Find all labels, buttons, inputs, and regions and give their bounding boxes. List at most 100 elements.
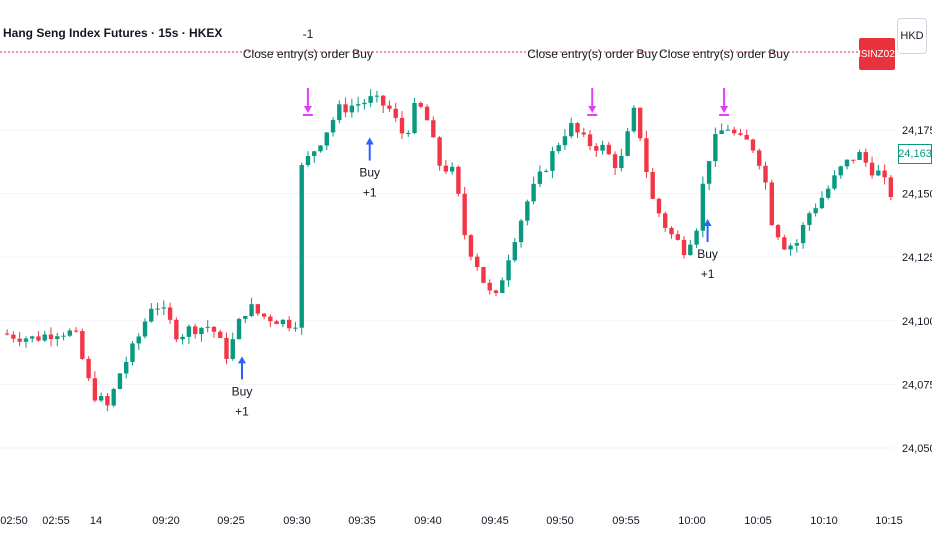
candle-body xyxy=(261,313,267,317)
candle-body xyxy=(218,331,223,338)
candle-body xyxy=(487,282,492,291)
y-axis[interactable]: 24,175 24,150 24,125 24,100 24,075 24,050 xyxy=(902,125,932,455)
candle-body xyxy=(825,188,831,198)
x-tick-label: 10:00 xyxy=(678,515,706,527)
candle-body xyxy=(230,339,235,359)
candle-body xyxy=(800,224,806,244)
x-axis[interactable]: 02:50 02:55 14 09:20 09:25 09:30 09:35 09:40 09:… xyxy=(0,515,903,527)
candle-body xyxy=(449,166,455,172)
candle-body xyxy=(431,120,436,138)
candle-body xyxy=(412,102,417,133)
candle-body xyxy=(475,256,480,268)
candle-body xyxy=(832,175,837,189)
candle-body xyxy=(719,130,724,135)
buy-qty-label: +1 xyxy=(235,404,249,418)
candle-body xyxy=(688,244,693,256)
candle-body xyxy=(161,307,167,309)
candle-body xyxy=(562,136,568,146)
candle-body xyxy=(819,197,825,209)
chart-title: Hang Seng Index Futures · 15s · HKEX xyxy=(3,26,223,40)
candle-body xyxy=(775,225,781,238)
candle-body xyxy=(205,326,210,328)
candle-body xyxy=(788,245,793,250)
buy-label: Buy xyxy=(232,384,253,398)
close-label: Close entry(s) order Buy xyxy=(527,47,657,61)
candle-body xyxy=(406,132,411,134)
candle-body xyxy=(293,327,298,329)
candle-body xyxy=(443,165,449,172)
close-label: Close entry(s) order Buy xyxy=(243,47,373,61)
candle-body xyxy=(637,107,643,139)
x-tick-label: 14 xyxy=(90,515,102,527)
x-tick-label: 10:10 xyxy=(810,515,838,527)
candle-body xyxy=(456,166,461,194)
x-tick-label: 02:50 xyxy=(0,515,28,527)
x-tick-label: 10:15 xyxy=(875,515,903,527)
candle-body xyxy=(587,134,593,147)
x-tick-label: 09:55 xyxy=(612,515,640,527)
candle-body xyxy=(374,95,380,97)
candle-body xyxy=(393,108,398,118)
x-tick-label: 02:55 xyxy=(42,515,70,527)
candle-body xyxy=(782,237,787,250)
candle-body xyxy=(876,170,881,176)
last-price-label: 24,163 xyxy=(898,144,932,164)
candle-body xyxy=(67,330,73,336)
candle-body xyxy=(706,161,712,184)
candle-body xyxy=(713,134,718,162)
candle-body xyxy=(656,198,662,214)
candle-body xyxy=(769,182,774,226)
candle-body xyxy=(675,234,680,240)
candle-body xyxy=(581,132,586,135)
buy-label: Buy xyxy=(697,247,718,261)
candle-body xyxy=(318,145,323,152)
candle-body xyxy=(694,230,699,245)
candle-body xyxy=(368,96,373,103)
candle-body xyxy=(86,358,91,379)
candle-body xyxy=(61,335,66,337)
candle-body xyxy=(280,319,286,325)
currency-button[interactable]: HKD xyxy=(897,18,927,54)
candle-body xyxy=(493,290,499,293)
candle-body xyxy=(556,145,561,152)
candle-body xyxy=(863,152,868,163)
candle-body xyxy=(888,177,894,198)
candle-body xyxy=(619,155,624,168)
candle-body xyxy=(17,338,22,342)
candle-body xyxy=(437,137,442,166)
buy-arrowhead-icon xyxy=(703,218,712,226)
candle-body xyxy=(857,152,862,160)
candles xyxy=(4,89,894,412)
candle-body xyxy=(700,183,706,231)
candle-body xyxy=(117,373,123,389)
candle-body xyxy=(744,134,749,140)
candle-body xyxy=(757,150,762,166)
candle-body xyxy=(531,183,536,202)
candle-body xyxy=(399,117,405,134)
x-tick-label: 09:45 xyxy=(481,515,509,527)
x-tick-label: 09:50 xyxy=(546,515,574,527)
buy-label: Buy xyxy=(359,166,380,180)
candle-body xyxy=(149,308,154,322)
close-label: Close entry(s) order Buy xyxy=(659,47,789,61)
candle-body xyxy=(794,243,800,246)
candle-body xyxy=(731,129,737,134)
close-arrowhead-icon xyxy=(588,106,597,113)
candle-body xyxy=(362,102,367,105)
buy-qty-label: +1 xyxy=(363,186,377,200)
candle-body xyxy=(380,95,386,106)
candle-body xyxy=(750,139,756,151)
candle-body xyxy=(518,220,524,243)
candle-body xyxy=(537,171,543,184)
close-arrowhead-icon xyxy=(303,106,312,113)
candle-body xyxy=(424,106,430,121)
candle-body xyxy=(155,308,160,310)
x-tick-label: 10:05 xyxy=(744,515,772,527)
candle-body xyxy=(600,144,605,151)
candle-body xyxy=(525,201,530,221)
candle-body xyxy=(249,304,254,317)
candle-body xyxy=(268,316,273,322)
candle-body xyxy=(349,105,355,113)
candle-body xyxy=(644,138,649,173)
